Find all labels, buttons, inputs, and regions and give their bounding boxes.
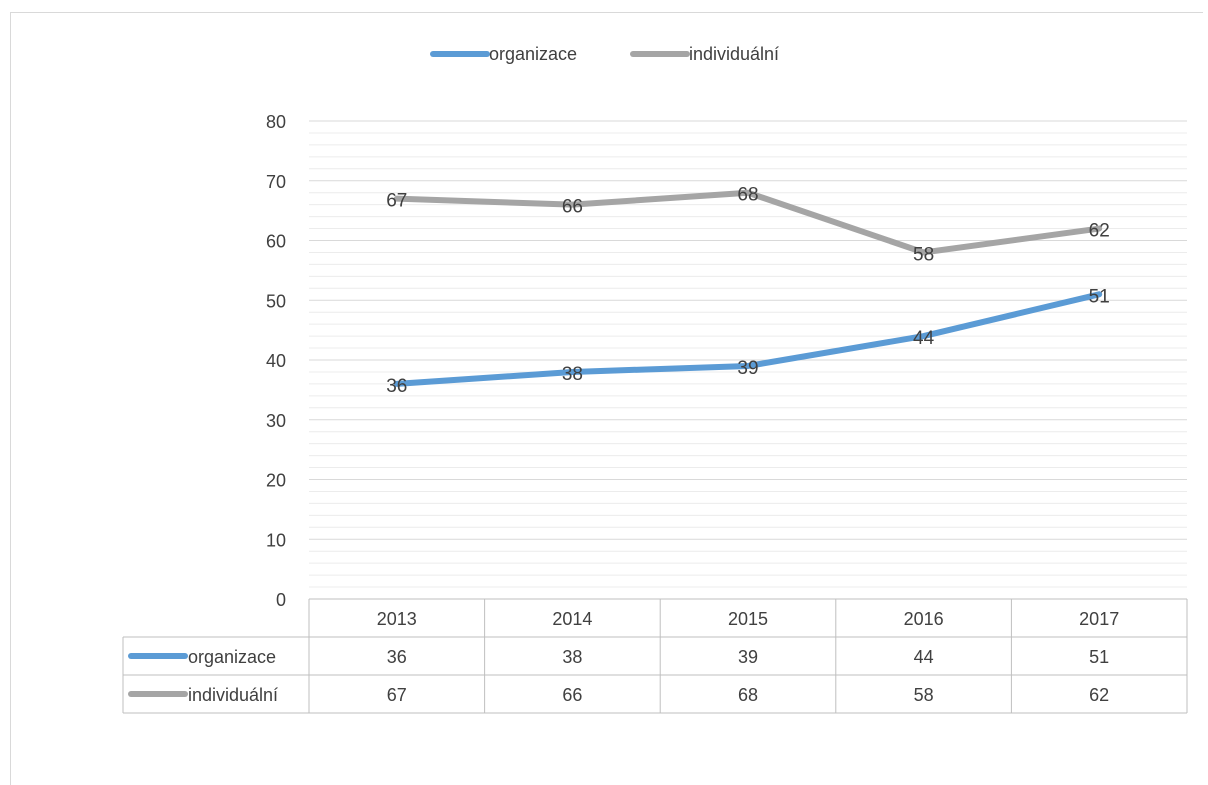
table-row-label: individuální xyxy=(188,685,278,705)
y-tick-label: 50 xyxy=(266,291,286,311)
table-cell: 66 xyxy=(562,685,582,705)
data-label: 62 xyxy=(1089,221,1110,242)
table-cell: 62 xyxy=(1089,685,1109,705)
chart-frame xyxy=(10,12,1203,785)
y-tick-label: 20 xyxy=(266,471,286,491)
table-header-cell: 2015 xyxy=(728,609,768,629)
legend-label: individuální xyxy=(689,44,779,64)
series-line xyxy=(393,189,1103,256)
table-header-cell: 2013 xyxy=(377,609,417,629)
series-line xyxy=(393,291,1103,387)
data-table: 2013 2014 2015 2016 2017 organizace 36 38 39 44 51… xyxy=(122,598,1188,714)
series-lines xyxy=(393,189,1103,387)
data-label: 38 xyxy=(562,364,583,385)
table-cell: 38 xyxy=(562,647,582,667)
data-label: 44 xyxy=(913,328,935,349)
y-tick-label: 0 xyxy=(276,590,286,610)
table-cell: 44 xyxy=(914,647,934,667)
table-cell: 67 xyxy=(387,685,407,705)
y-axis: 0 10 20 30 40 50 60 70 80 xyxy=(266,112,286,610)
table-header-cell: 2017 xyxy=(1079,609,1119,629)
legend-label: organizace xyxy=(489,44,577,64)
table-cell: 39 xyxy=(738,647,758,667)
y-tick-label: 60 xyxy=(266,232,286,252)
table-row-label: organizace xyxy=(188,647,276,667)
data-label: 68 xyxy=(737,185,758,206)
table-header-cell: 2014 xyxy=(552,609,592,629)
data-labels: 36 38 39 44 51 67 66 68 58 62 xyxy=(386,185,1110,397)
y-tick-label: 10 xyxy=(266,530,286,550)
y-tick-label: 70 xyxy=(266,172,286,192)
data-label: 67 xyxy=(386,191,407,212)
y-tick-label: 40 xyxy=(266,351,286,371)
legend: organizace individuální xyxy=(430,44,779,64)
data-label: 66 xyxy=(562,197,583,218)
data-label: 58 xyxy=(913,244,934,265)
table-header-cell: 2016 xyxy=(904,609,944,629)
data-label: 39 xyxy=(737,358,758,379)
gridlines xyxy=(309,120,1187,588)
table-cell: 58 xyxy=(914,685,934,705)
table-cell: 51 xyxy=(1089,647,1109,667)
data-label: 51 xyxy=(1089,286,1110,307)
table-cell: 68 xyxy=(738,685,758,705)
data-label: 36 xyxy=(386,376,407,397)
table-cell: 36 xyxy=(387,647,407,667)
y-tick-label: 30 xyxy=(266,411,286,431)
y-tick-label: 80 xyxy=(266,112,286,132)
